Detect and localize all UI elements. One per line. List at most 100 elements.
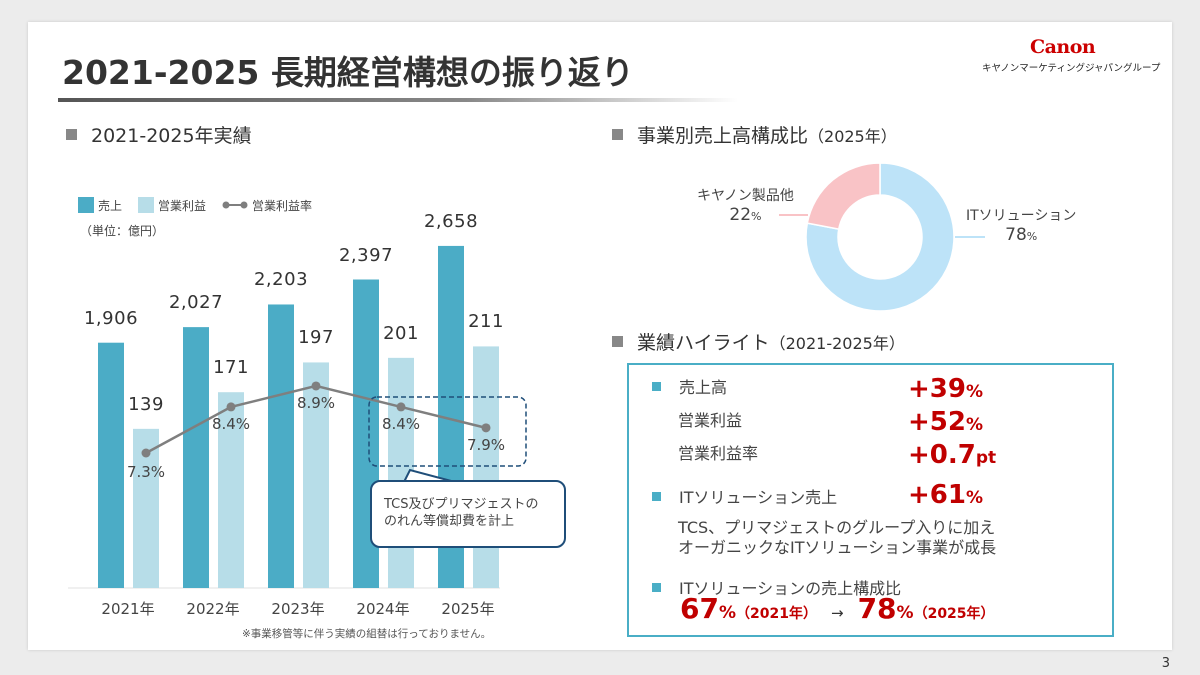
year: （2021年）	[736, 606, 817, 622]
margin-value-label: 7.9%	[466, 435, 506, 454]
unit-label: （単位：億円）	[80, 224, 165, 238]
highlight-sales-label: 売上高	[652, 374, 727, 398]
label: 売上高	[679, 378, 728, 397]
value: +39	[908, 374, 966, 404]
page-title: 2021-2025 長期経営構想の振り返り	[62, 53, 634, 92]
label: ITソリューションの売上構成比	[679, 579, 902, 598]
slice-unit: %	[1026, 230, 1038, 243]
margin-point	[396, 402, 406, 412]
margin-value-label: 8.4%	[211, 414, 251, 433]
margin-value-label: 7.3%	[126, 463, 166, 481]
sales-value-label: 2,658	[423, 210, 479, 232]
highlight-it-value: +61%	[908, 480, 983, 510]
annotation-callout: TCS及びプリマジェストの のれん等償却費を計上	[370, 480, 566, 548]
margin-value-label: 8.4%	[381, 414, 421, 433]
desc-line: TCS、プリマジェストのグループ入りに加え	[678, 518, 996, 537]
x-tick-label: 2021年	[101, 600, 155, 618]
highlight-ratio-value: 67%（2021年） → 78%（2025年）	[680, 592, 995, 625]
slice-name: キヤノン製品他	[697, 188, 794, 204]
x-tick-label: 2024年	[356, 600, 410, 618]
unit: %	[896, 603, 914, 623]
bullet-square-icon	[612, 336, 623, 347]
profit-bar	[303, 362, 329, 588]
sales-bar	[183, 327, 209, 588]
value-to: 78	[857, 592, 897, 625]
year: （2025年）	[913, 606, 995, 622]
annotation-line: TCS及びプリマジェストの	[384, 497, 539, 512]
bullet-square-icon	[652, 583, 661, 592]
margin-point	[141, 448, 151, 458]
label: ITソリューション売上	[679, 488, 838, 507]
highlight-margin-value: +0.7pt	[908, 440, 996, 470]
bullet-square-icon	[652, 492, 661, 501]
arrow-right-icon: →	[830, 604, 844, 622]
canon-logo: Canon	[1030, 36, 1096, 58]
legend-swatch	[138, 197, 154, 213]
section-heading-composition: 事業別売上高構成比（2025年）	[612, 121, 897, 148]
legend-margin: 営業利益率	[222, 197, 312, 214]
profit-value-label: 211	[468, 311, 504, 333]
bullet-square-icon	[66, 129, 77, 140]
slice-unit: %	[751, 210, 762, 223]
slice-label-canon: キヤノン製品他 22%	[697, 185, 794, 225]
value: +52	[908, 407, 966, 437]
profit-value-label: 201	[383, 322, 419, 344]
section-heading-results: 2021-2025年実績	[66, 121, 252, 148]
logo-subtitle: キヤノンマーケティングジャパングループ	[982, 63, 1161, 74]
donut-slice	[806, 162, 881, 231]
legend-profit: 営業利益	[138, 197, 206, 214]
slice-label-it: ITソリューション 78%	[966, 205, 1076, 245]
x-tick-label: 2022年	[186, 600, 240, 618]
highlight-sales-value: +39%	[908, 374, 983, 404]
section-title-suffix: （2025年）	[808, 127, 897, 146]
section-heading-highlights: 業績ハイライト（2021-2025年）	[612, 328, 905, 355]
section-title-suffix: （2021-2025年）	[769, 334, 905, 353]
slice-value: 22	[729, 205, 752, 225]
slice-name: ITソリューション	[966, 208, 1077, 224]
footnote: ※事業移管等に伴う実績の組替は行っておりません。	[242, 628, 492, 640]
sales-value-label: 2,027	[168, 292, 224, 314]
sales-value-label: 2,397	[338, 244, 394, 266]
section-title: 2021-2025年実績	[91, 125, 252, 147]
x-tick-label: 2025年	[441, 600, 495, 618]
sales-bar	[98, 342, 124, 588]
legend-label: 営業利益率	[252, 199, 313, 213]
profit-bar	[218, 392, 244, 588]
margin-point	[311, 381, 321, 391]
legend-label: 営業利益	[158, 199, 207, 213]
value-from: 67	[680, 592, 719, 625]
sales-value-label: 2,203	[253, 269, 309, 291]
annotation-line: のれん等償却費を計上	[384, 514, 515, 529]
donut-slice	[805, 162, 955, 312]
section-title: 業績ハイライト	[637, 332, 770, 354]
highlight-it-label: ITソリューション売上	[652, 484, 837, 508]
callout-tail	[403, 468, 456, 483]
bullet-square-icon	[612, 129, 623, 140]
unit: %	[965, 488, 984, 508]
title-underline	[58, 98, 738, 102]
value: +0.7	[908, 440, 976, 470]
unit: %	[965, 415, 984, 435]
legend-swatch	[78, 197, 94, 213]
highlights-box	[627, 363, 1114, 637]
margin-point	[481, 423, 491, 433]
page-number: 3	[1161, 656, 1170, 671]
profit-value-label: 171	[213, 357, 249, 379]
highlight-profit-value: +52%	[908, 407, 983, 437]
highlight-profit-label: 営業利益	[678, 411, 743, 430]
legend-line-icon	[222, 201, 248, 209]
slice-value: 78	[1005, 225, 1027, 245]
highlight-it-description: TCS、プリマジェストのグループ入りに加え オーガニックなITソリューション事業が…	[678, 518, 996, 558]
margin-value-label: 8.9%	[296, 393, 336, 412]
unit: %	[718, 603, 737, 623]
desc-line: オーガニックなITソリューション事業が成長	[678, 538, 997, 557]
profit-value-label: 197	[298, 327, 334, 349]
highlight-margin-label: 営業利益率	[678, 444, 759, 463]
bullet-square-icon	[652, 382, 661, 391]
value: +61	[908, 480, 966, 510]
unit: pt	[975, 448, 997, 468]
highlight-dashed-frame	[368, 396, 527, 467]
profit-value-label: 139	[128, 393, 164, 415]
